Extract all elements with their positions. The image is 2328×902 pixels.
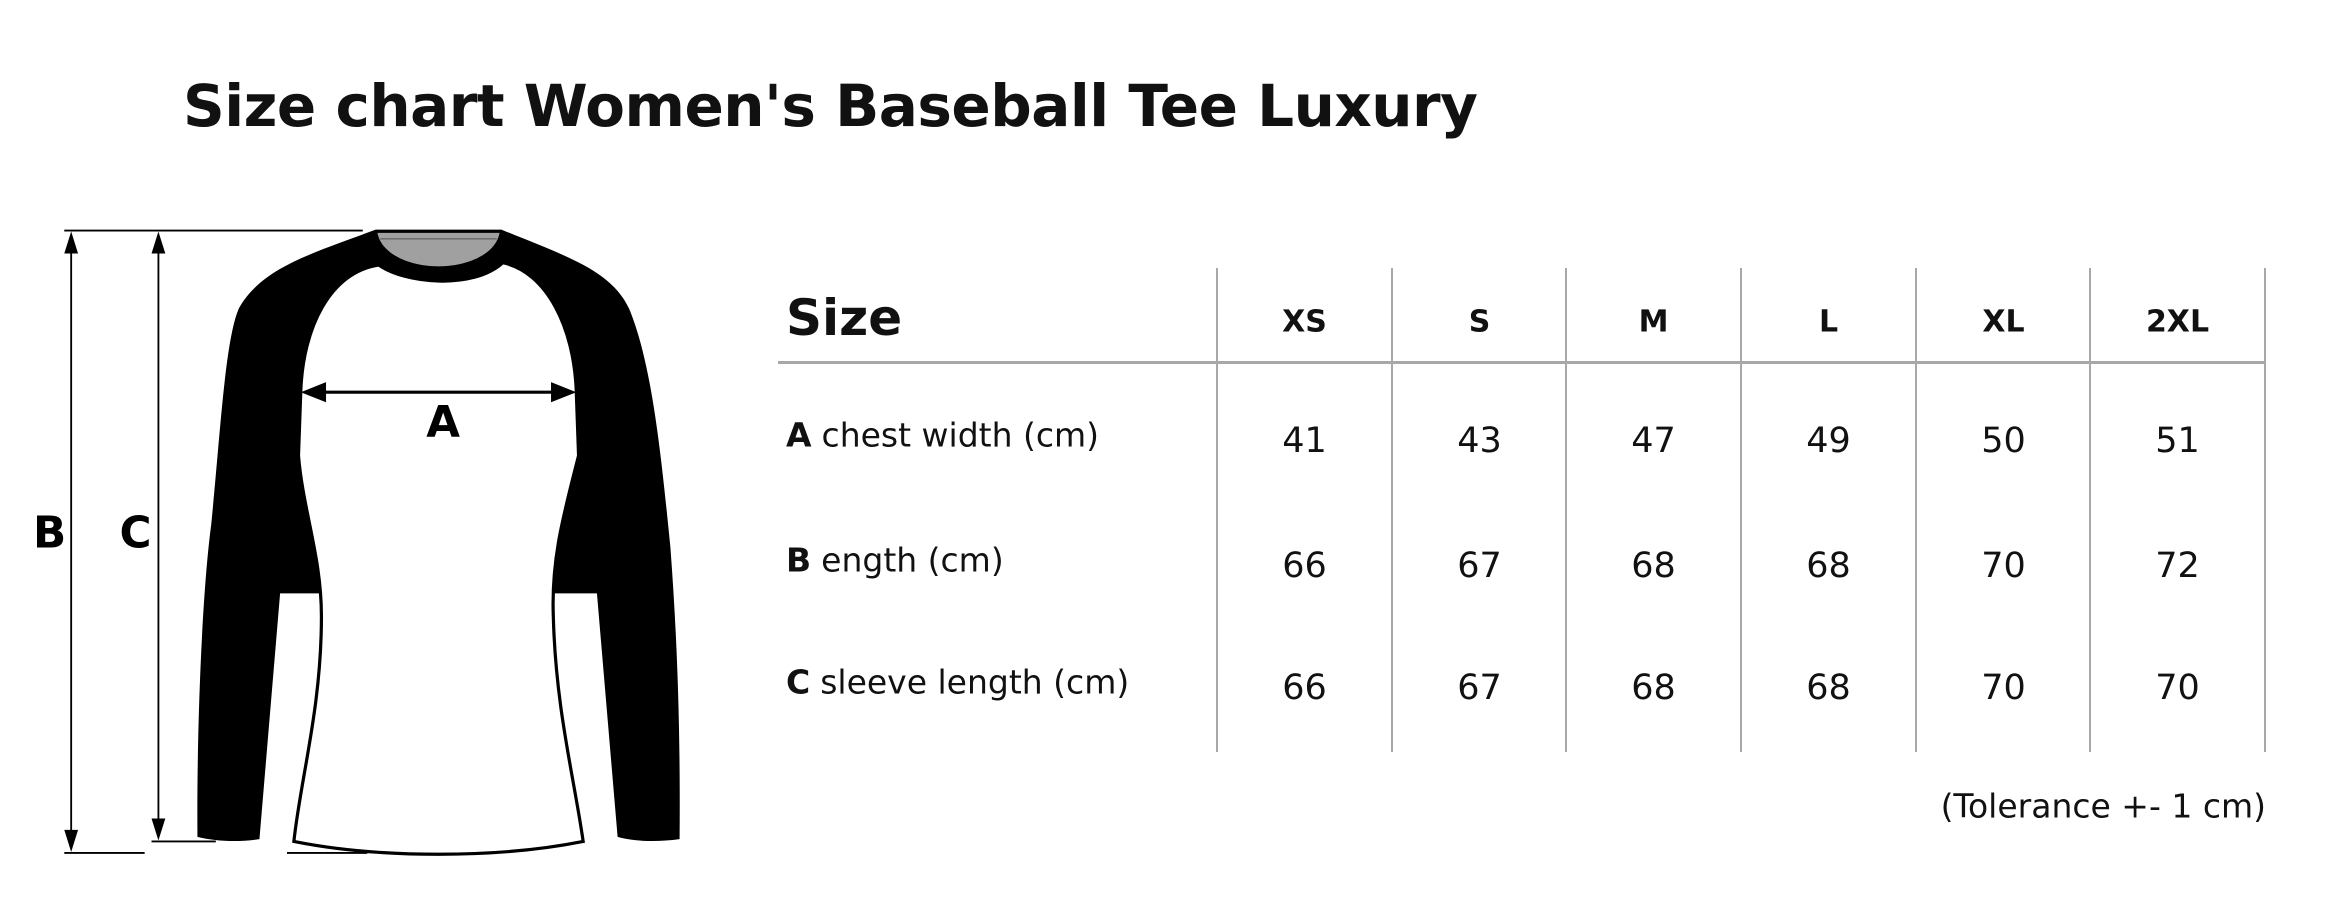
table-cell: 67 (1457, 668, 1502, 708)
arrow-b-bottom (64, 829, 79, 852)
column-divider (1565, 268, 1567, 752)
header-divider (778, 361, 2266, 364)
size-header: Size (786, 289, 903, 347)
table-cell: 70 (1981, 668, 2026, 708)
size-header-s: S (1468, 304, 1491, 340)
table-cell: 68 (1631, 546, 1676, 586)
table-cell: 51 (2155, 421, 2200, 461)
table-cell: 68 (1806, 546, 1851, 586)
size-header-2xl: 2XL (2145, 304, 2210, 340)
column-divider (2264, 268, 2266, 752)
table-cell: 66 (1282, 546, 1327, 586)
column-divider (2089, 268, 2091, 752)
row-key: A (786, 415, 812, 455)
label-a: A (426, 398, 460, 448)
size-header-m: M (1638, 304, 1669, 340)
shirt-body (292, 260, 585, 856)
table-cell: 72 (2155, 546, 2200, 586)
size-header-xl: XL (1982, 304, 2025, 340)
table-cell: 49 (1806, 421, 1851, 461)
row-label-text: ength (cm) (821, 540, 1004, 580)
size-header-l: L (1818, 304, 1839, 340)
arrow-b-top (64, 231, 79, 254)
shirt-diagram: A B C (33, 229, 680, 856)
table-cell: 41 (1282, 421, 1327, 461)
table-cell: 66 (1282, 668, 1327, 708)
table-cell: 67 (1457, 546, 1502, 586)
collar (377, 232, 500, 267)
label-c: C (119, 508, 151, 558)
label-b: B (33, 508, 66, 558)
tolerance-note: (Tolerance +- 1 cm) (1940, 786, 2266, 826)
row-key: C (786, 662, 811, 702)
size-header-xs: XS (1282, 304, 1327, 340)
table-cell: 47 (1631, 421, 1676, 461)
table-cell: 68 (1806, 668, 1851, 708)
column-divider (1915, 268, 1917, 752)
table-cell: 43 (1457, 421, 1502, 461)
table-cell: 50 (1981, 421, 2026, 461)
row-label-text: chest width (cm) (821, 415, 1100, 455)
table-cell: 68 (1631, 668, 1676, 708)
arrow-c-bottom (151, 818, 166, 841)
row-key: B (786, 540, 812, 580)
row-label-text: sleeve length (cm) (820, 662, 1130, 702)
column-divider (1216, 268, 1218, 752)
table-cell: 70 (1981, 546, 2026, 586)
column-divider (1740, 268, 1742, 752)
table-cell: 70 (2155, 668, 2200, 708)
page-title: Size chart Women's Baseball Tee Luxury (183, 72, 1478, 140)
column-divider (1391, 268, 1393, 752)
arrow-c-top (151, 231, 166, 254)
chest-arrow (300, 382, 577, 403)
dimension-lines (64, 229, 368, 854)
